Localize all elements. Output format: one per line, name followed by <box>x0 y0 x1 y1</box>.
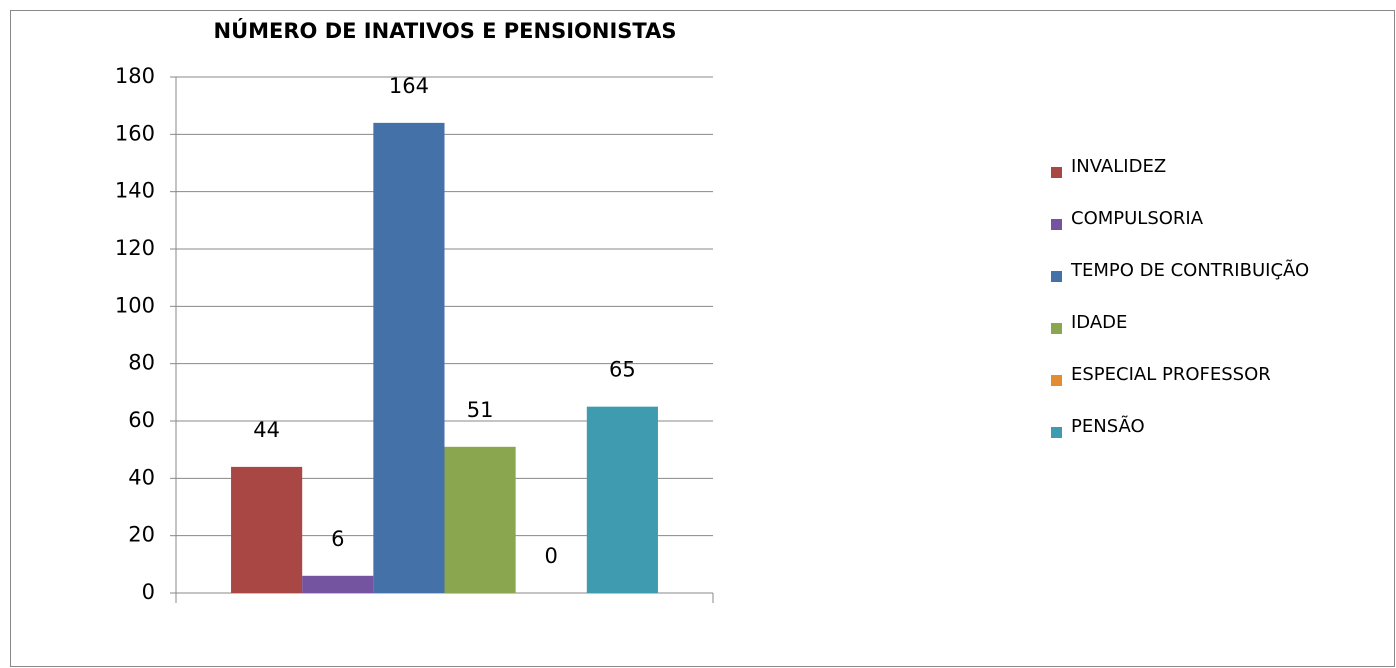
legend-label: ESPECIAL PROFESSOR <box>1071 364 1271 385</box>
legend-swatch <box>1051 323 1062 334</box>
y-tick-label: 60 <box>128 408 155 432</box>
y-tick-label: 120 <box>115 236 155 260</box>
y-tick-label: 100 <box>115 293 155 317</box>
data-label: 65 <box>609 358 636 382</box>
chart-border <box>10 10 1395 667</box>
y-tick-label: 140 <box>115 179 155 203</box>
y-tick-label: 20 <box>128 523 155 547</box>
y-tick-label: 180 <box>115 64 155 88</box>
data-label: 51 <box>467 398 494 422</box>
legend-label: PENSÃO <box>1071 415 1145 437</box>
legend-swatch <box>1051 375 1062 386</box>
legend-label: IDADE <box>1071 312 1127 333</box>
bar <box>231 466 303 593</box>
legend-label: INVALIDEZ <box>1071 156 1166 177</box>
y-tick-label: 40 <box>128 465 155 489</box>
data-label: 164 <box>389 74 429 98</box>
data-label: 0 <box>545 544 558 568</box>
bar <box>302 575 374 593</box>
legend-swatch <box>1051 271 1062 282</box>
legend-swatch <box>1051 219 1062 230</box>
bar <box>586 406 658 593</box>
y-tick-label: 160 <box>115 121 155 145</box>
chart-title: NÚMERO DE INATIVOS E PENSIONISTAS <box>214 18 677 43</box>
data-label: 6 <box>331 527 344 551</box>
y-tick-label: 0 <box>142 580 155 604</box>
y-tick-label: 80 <box>128 351 155 375</box>
bar <box>444 446 516 593</box>
legend-swatch <box>1051 167 1062 178</box>
legend-label: TEMPO DE CONTRIBUIÇÃO <box>1070 259 1309 281</box>
legend-swatch <box>1051 427 1062 438</box>
legend-label: COMPULSORIA <box>1071 208 1204 229</box>
bar <box>373 122 445 593</box>
data-label: 44 <box>253 418 280 442</box>
